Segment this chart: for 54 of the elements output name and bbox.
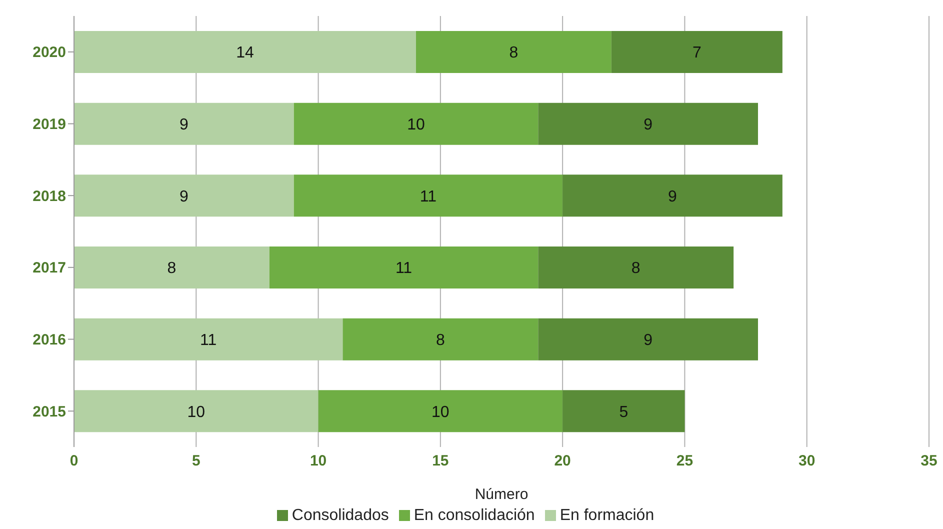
- data-label: 14: [236, 44, 254, 62]
- x-tick-label: 15: [432, 452, 449, 470]
- x-tick-label: 0: [70, 452, 78, 470]
- bar: [294, 102, 538, 145]
- data-label: 8: [631, 260, 640, 278]
- bar: [74, 390, 318, 432]
- legend-label: En formación: [560, 507, 654, 524]
- x-tick-label: 30: [798, 452, 816, 470]
- x-tick-label: 25: [676, 452, 694, 470]
- y-tick-label: 2017: [32, 260, 66, 277]
- data-label: 9: [179, 116, 188, 134]
- data-label: 10: [187, 404, 206, 421]
- y-tick-label: 2019: [32, 116, 66, 134]
- data-label: 11: [420, 188, 437, 206]
- bar: [74, 102, 294, 145]
- y-tick-label: 2020: [32, 44, 66, 62]
- bar: [611, 31, 782, 73]
- data-label: 10: [407, 116, 425, 134]
- data-label: 10: [432, 404, 450, 421]
- bar: [562, 390, 685, 432]
- bar: [74, 31, 416, 73]
- data-label: 11: [200, 332, 217, 350]
- bar: [416, 31, 612, 73]
- data-label: 9: [644, 116, 653, 134]
- bar: [74, 318, 343, 360]
- bar: [74, 174, 294, 217]
- data-label: 5: [619, 404, 628, 421]
- bar: [74, 246, 270, 288]
- legend-label: Consolidados: [292, 507, 389, 524]
- legend-label: En consolidación: [414, 507, 535, 524]
- data-label: 9: [668, 188, 678, 206]
- x-tick-label: 10: [310, 452, 327, 470]
- data-label: 7: [692, 44, 702, 62]
- bar: [294, 174, 563, 217]
- x-tick-label: 20: [554, 452, 571, 470]
- data-label: 8: [509, 44, 518, 62]
- y-tick-label: 2018: [32, 188, 66, 205]
- x-axis-title: Número: [474, 486, 528, 503]
- data-label: 9: [179, 188, 188, 206]
- bar: [318, 390, 563, 432]
- x-tick-label: 5: [192, 452, 200, 470]
- y-tick-label: 2016: [32, 332, 66, 349]
- bar: [269, 246, 538, 288]
- bar: [562, 174, 782, 217]
- x-tick-label: 35: [920, 452, 938, 470]
- data-label: 9: [644, 332, 653, 350]
- bar: [538, 246, 734, 288]
- bar: [538, 102, 758, 145]
- bar: [342, 318, 538, 360]
- data-label: 11: [395, 260, 412, 278]
- data-label: 8: [436, 332, 445, 350]
- data-label: 8: [167, 260, 176, 278]
- bar: [538, 318, 758, 360]
- y-tick-label: 2015: [32, 403, 66, 420]
